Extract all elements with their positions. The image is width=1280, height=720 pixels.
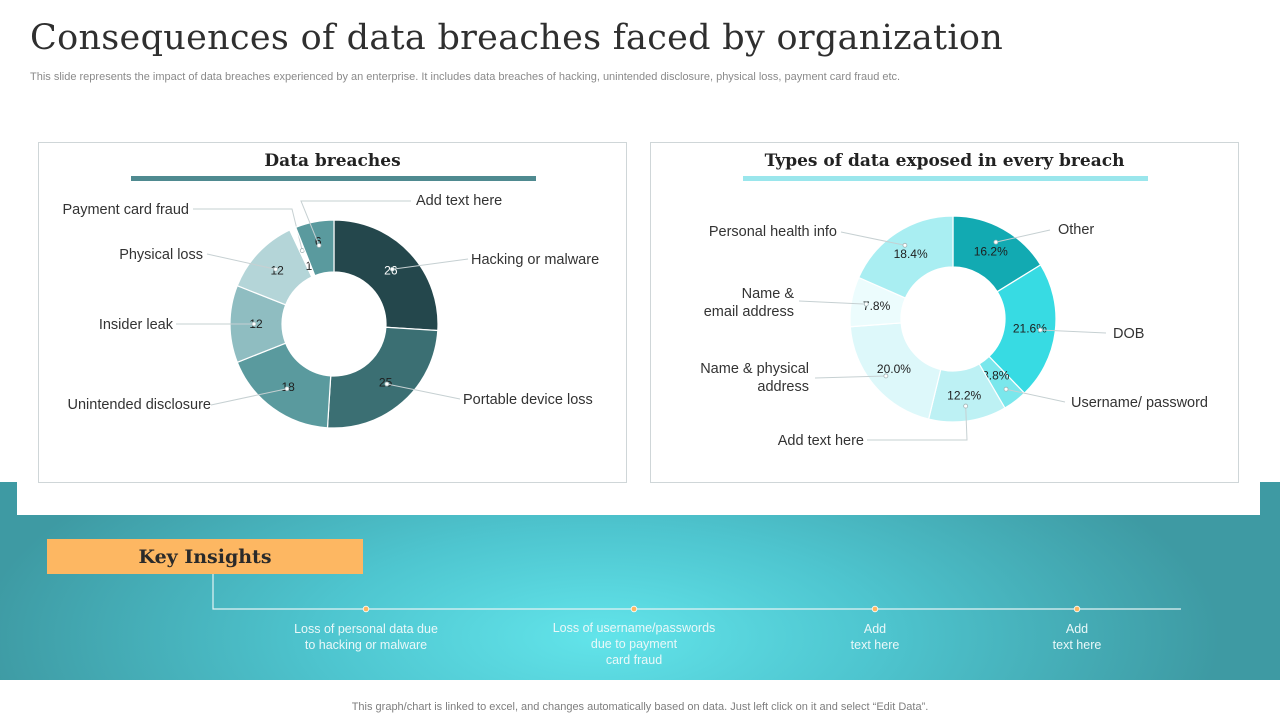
slice-personal-health-info[interactable] [857,215,954,299]
leader-dot-personal-health-info [902,242,908,248]
data-exposed-title: Types of data exposed in every breach [764,151,1125,171]
value-label-payment-card-fraud: 1 [306,259,313,273]
leader-dot-other [993,239,999,245]
key-insights-heading: Key Insights [47,539,363,574]
leader-dot-add-text-here [316,243,322,248]
value-label-add-text-here: 12.2% [947,389,981,403]
data-breaches-title: Data breaches [264,151,401,171]
leader-dot-insider-leak [251,321,257,327]
leader-line-hacking-or-malware [392,258,469,270]
leader-line-dob [1040,329,1107,334]
data-breaches-donut-chart[interactable]: 26Hacking or malware25Portable device lo… [39,143,628,484]
category-label-add-text-here: Add text here [778,433,864,449]
value-label-dob: 21.6% [1013,322,1047,336]
value-label-other: 16.2% [974,244,1008,258]
leader-dot-add-text-here [963,403,969,409]
leader-dot-name-email-address [863,301,869,307]
leader-line-unintended-disclosure [210,388,288,406]
category-label-unintended-disclosure: Unintended disclosure [68,397,211,413]
leader-line-name-physical-address [814,375,886,379]
value-label-name-physical-address: 20.0% [877,362,911,376]
leader-dot-name-physical-address [883,373,889,379]
category-label-personal-health-info: Personal health info [709,224,837,240]
category-label-other: Other [1058,222,1094,238]
leader-dot-payment-card-fraud [299,248,305,253]
page-title: Consequences of data breaches faced by o… [30,18,1004,58]
insight-item-4: Add text here [1052,622,1102,652]
value-label-personal-health-info: 18.4% [894,247,928,261]
category-label-username-password: Username/ password [1071,395,1208,411]
data-exposed-title-bar [743,176,1148,181]
slice-portable-device-loss[interactable] [326,326,439,429]
category-label-hacking-or-malware: Hacking or malware [471,252,599,268]
data-breaches-title-bar [131,176,536,181]
leader-dot-username-password [1003,386,1009,392]
band-top-strip [17,482,1260,515]
slice-add-text-here[interactable] [294,219,335,277]
leader-line-add-text-here [300,200,411,246]
leader-line-name-email-address [798,300,867,305]
insight-item-2: Loss of username/passwords due to paymen… [552,621,716,667]
leader-dot-portable-device-loss [384,381,390,387]
leader-line-add-text-here [867,406,968,441]
data-exposed-panel: Types of data exposed in every breach 16… [650,142,1239,483]
data-breaches-panel: Data breaches 26Hacking or malware25Port… [38,142,627,483]
value-label-username-password: 3.8% [982,369,1010,383]
value-label-add-text-here: 6 [315,234,322,248]
category-label-payment-card-fraud: Payment card fraud [62,202,189,218]
category-label-physical-loss: Physical loss [119,247,203,263]
leader-line-username-password [1005,388,1066,403]
slice-name-physical-address[interactable] [849,322,942,420]
leader-dot-hacking-or-malware [389,266,395,272]
leader-line-other [995,229,1051,243]
category-label-name-physical-address: Name & physical address [700,361,809,395]
data-exposed-donut-chart[interactable]: 16.2% Other 21.6% DOB 3.8% Username/ password… [651,143,1240,484]
category-label-dob: DOB [1113,326,1144,342]
leader-dot-unintended-disclosure [284,386,290,392]
slice-hacking-or-malware[interactable] [333,219,439,332]
insight-item-3: Add text here [850,622,900,652]
leader-dot-physical-loss [273,266,279,272]
leader-dot-dob [1037,327,1043,333]
insight-item-1: Loss of personal data due to hacking or … [294,622,438,652]
category-label-insider-leak: Insider leak [99,317,174,333]
leader-line-personal-health-info [840,231,906,246]
footer-note: This graph/chart is linked to excel, and… [351,701,929,713]
slice-dob[interactable] [988,264,1057,395]
value-label-name-email-address: 7.8% [863,299,891,313]
leader-line-portable-device-loss [386,383,461,400]
category-label-add-text-here: Add text here [416,193,502,209]
category-label-name-email-address: Name & email address [704,286,795,320]
leader-line-physical-loss [206,253,276,270]
category-label-portable-device-loss: Portable device loss [463,392,593,408]
page-subtitle: This slide represents the impact of data… [30,71,901,83]
